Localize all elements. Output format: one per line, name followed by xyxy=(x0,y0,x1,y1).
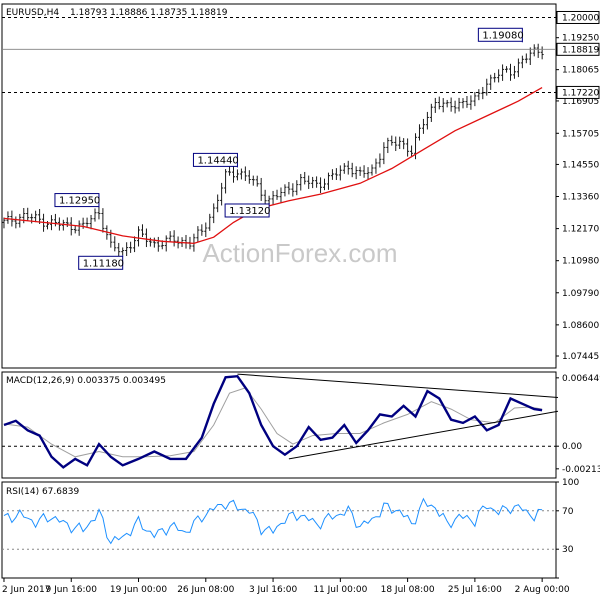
ohlc-readout: 1.18793 1.18886 1.18735 1.18819 xyxy=(70,8,228,18)
symbol-label: EURUSD,H4 xyxy=(6,8,59,18)
macd-tick-label: -0.002134 xyxy=(562,465,600,475)
x-tick-label: 3 Jul 16:00 xyxy=(249,585,298,595)
x-tick-label: 9 Jun 16:00 xyxy=(46,585,98,595)
x-tick-label: 2 Aug 00:00 xyxy=(515,585,570,595)
annotation-label: 1.11180 xyxy=(83,258,124,269)
y-tick-label: 1.08600 xyxy=(562,321,599,331)
annotation-box xyxy=(54,193,100,208)
macd-label: MACD(12,26,9) 0.003375 0.003495 xyxy=(6,376,166,386)
rsi-label: RSI(14) 67.6839 xyxy=(6,487,79,497)
annotation-box xyxy=(192,152,238,167)
y-tick-label: 1.14550 xyxy=(562,160,599,170)
x-tick-label: 18 Jul 08:00 xyxy=(381,585,435,595)
level-label: 1.17220 xyxy=(562,88,599,98)
rsi-line xyxy=(3,497,543,545)
rsi-panel: RSI(14) 67.6839 100 70 30 xyxy=(1,478,579,579)
current-price-tag xyxy=(556,42,600,56)
rsi-tick-label: 70 xyxy=(562,507,574,517)
x-tick-label: 25 Jul 16:00 xyxy=(448,585,502,595)
y-tick-label: 1.10980 xyxy=(562,257,599,267)
price-panel-frame xyxy=(1,3,557,369)
rsi-tick-label: 30 xyxy=(562,545,574,555)
macd-line xyxy=(3,374,543,469)
x-tick-label: 2 Jun 2017 xyxy=(2,585,50,595)
annotation-label: 1.12950 xyxy=(59,196,100,207)
macd-panel-frame xyxy=(1,371,557,479)
x-tick-label: 19 Jun 00:00 xyxy=(110,585,167,595)
x-tick-label: 11 Jul 00:00 xyxy=(313,585,367,595)
macd-trend-line xyxy=(237,373,559,398)
y-tick-label: 1.09790 xyxy=(562,289,599,299)
rsi-tick-label: 100 xyxy=(562,478,579,488)
x-tick-label: 26 Jun 08:00 xyxy=(177,585,234,595)
macd-tick-label: 0.00 xyxy=(562,442,582,452)
y-tick-label: 1.16905 xyxy=(562,97,599,107)
annotation-label: 1.13120 xyxy=(229,206,270,217)
annotation-box xyxy=(477,27,523,42)
level-label: 1.20000 xyxy=(562,13,599,23)
current-price-label: 1.18819 xyxy=(562,45,599,55)
y-tick-label: 1.18065 xyxy=(562,66,599,76)
y-tick-label: 1.15705 xyxy=(562,129,599,139)
price-panel: ActionForex.com EURUSD,H4 1.18793 1.18886 … xyxy=(1,3,600,369)
rsi-panel-frame xyxy=(1,481,557,579)
annotation-box xyxy=(224,203,270,218)
y-tick-label: 1.12170 xyxy=(562,225,599,235)
macd-tick-label: 0.006449 xyxy=(562,374,600,384)
annotation-box xyxy=(78,255,124,270)
annotation-label: 1.19080 xyxy=(482,30,523,41)
macd-panel: MACD(12,26,9) 0.003375 0.003495 0.006449 0… xyxy=(1,371,600,479)
watermark: ActionForex.com xyxy=(202,238,397,268)
moving-average-line xyxy=(3,87,543,245)
annotation-label: 1.14440 xyxy=(197,155,238,166)
y-tick-label: 1.13360 xyxy=(562,193,599,203)
level-tag xyxy=(556,10,600,24)
y-tick-label: 1.19250 xyxy=(562,34,599,44)
macd-trend-line xyxy=(288,410,559,460)
y-tick-label: 1.07445 xyxy=(562,352,599,362)
level-tag xyxy=(556,85,600,99)
